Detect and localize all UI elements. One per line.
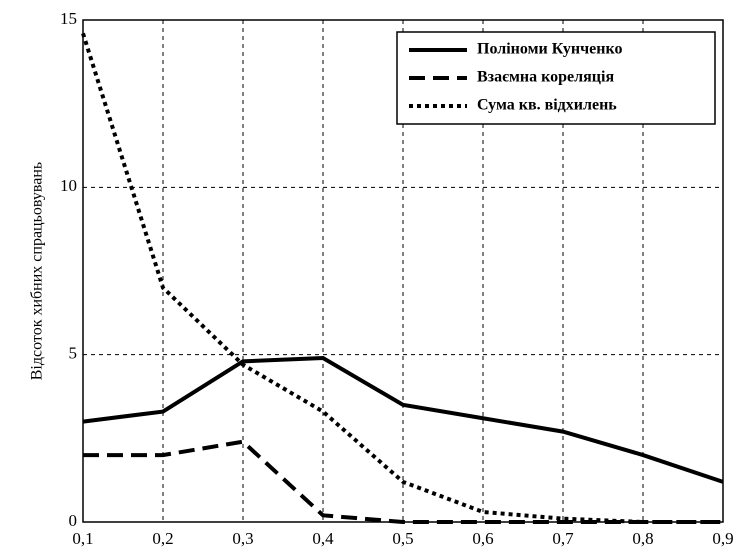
x-tick-label: 0,8: [632, 529, 653, 548]
series-line: [83, 439, 723, 524]
legend-label: Взаємна кореляція: [477, 69, 614, 86]
legend-box: [396, 31, 716, 125]
series-line: [81, 32, 723, 524]
x-tick-label: 0,9: [712, 529, 733, 548]
y-tick-label: 10: [60, 176, 77, 195]
x-tick-label: 0,1: [72, 529, 93, 548]
x-tick-label: 0,5: [392, 529, 413, 548]
legend-label: Поліноми Кунченко: [477, 41, 622, 58]
y-tick-label: 15: [60, 9, 77, 28]
x-tick-label: 0,4: [312, 529, 334, 548]
x-tick-label: 0,6: [472, 529, 493, 548]
x-tick-label: 0,7: [552, 529, 574, 548]
x-tick-label: 0,3: [232, 529, 253, 548]
y-tick-label: 0: [69, 511, 78, 530]
x-tick-label: 0,2: [152, 529, 173, 548]
y-tick-label: 5: [69, 344, 78, 363]
series-line: [82, 355, 724, 484]
legend-label: Сума кв. відхилень: [477, 97, 617, 114]
y-axis-label: Відсоток хибних спрацьовувань: [29, 162, 46, 380]
